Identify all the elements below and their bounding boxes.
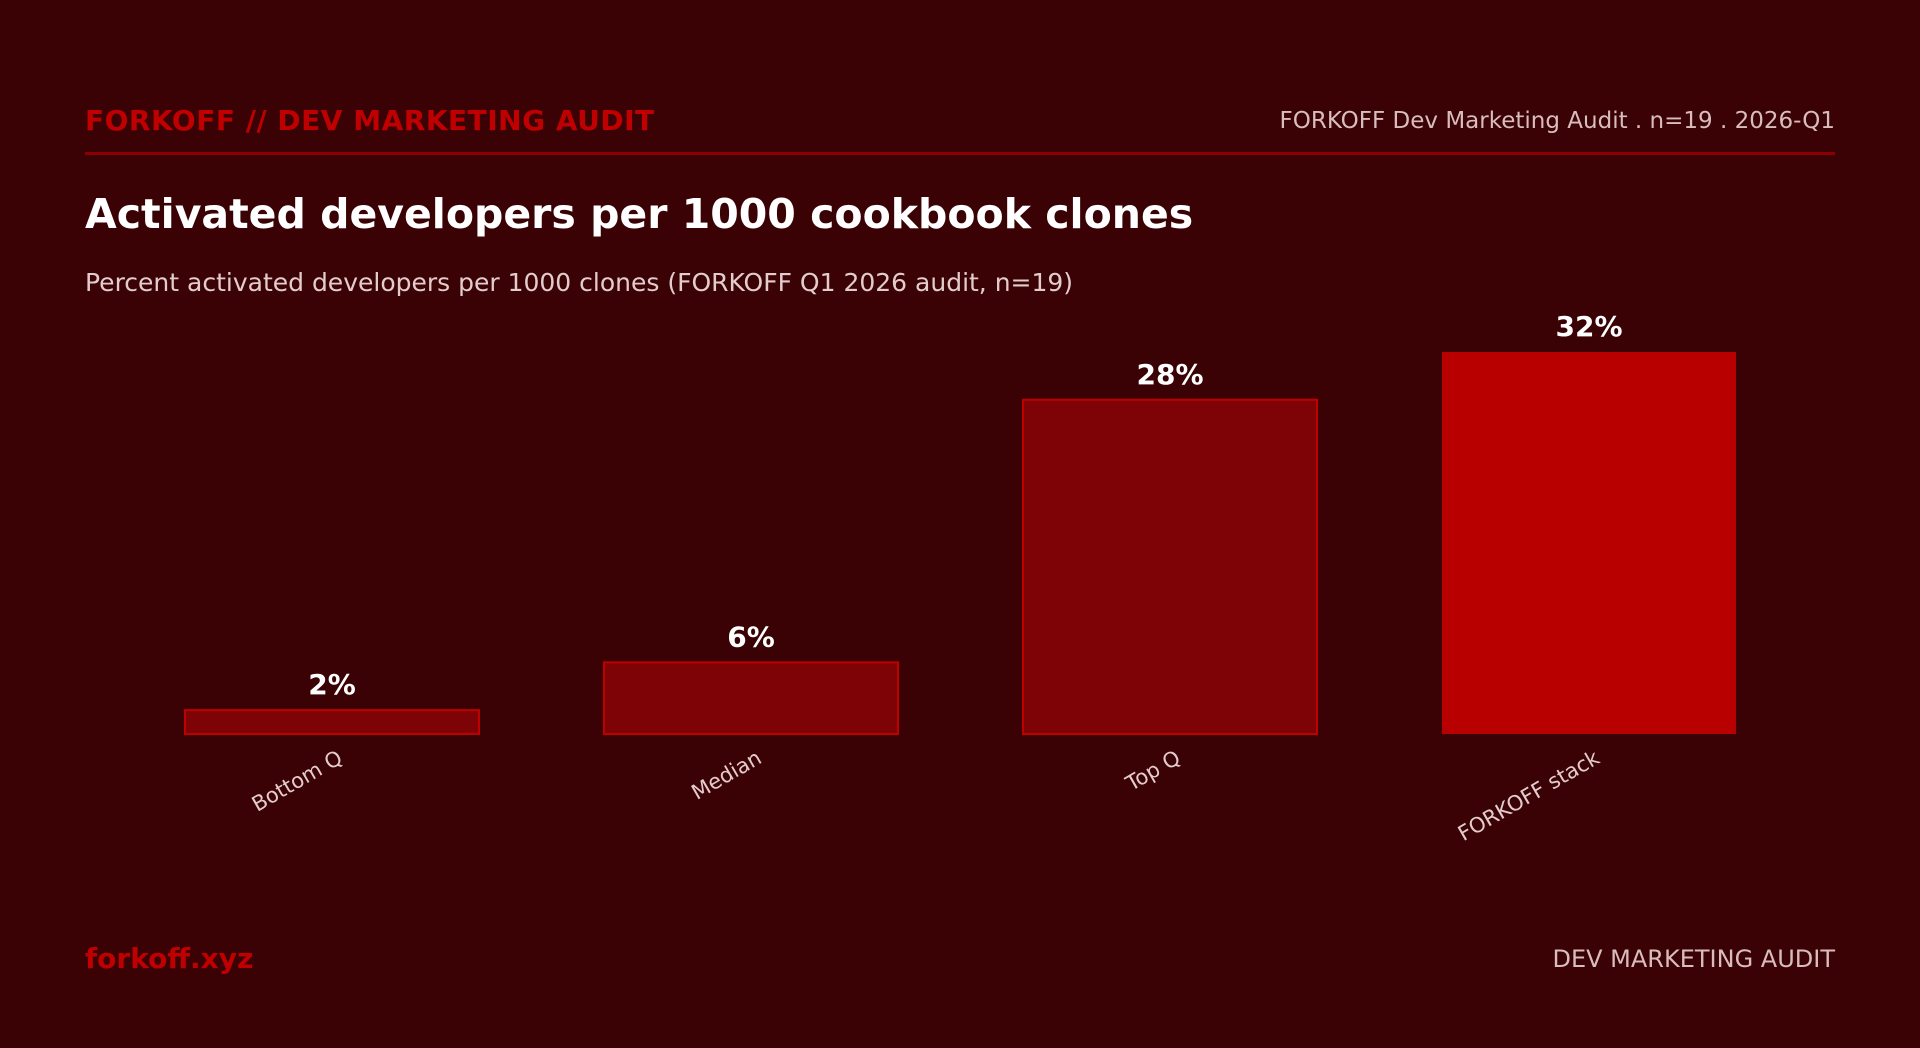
category-label-bottom-q: Bottom Q — [248, 746, 347, 817]
bar-bottom-q — [184, 709, 480, 735]
value-label-top-q: 28% — [1136, 358, 1203, 391]
chart-subtitle: Percent activated developers per 1000 cl… — [85, 268, 1074, 297]
value-labels-group: 2% 6% 28% 32% — [308, 310, 1622, 701]
header-brand: FORKOFF // DEV MARKETING AUDIT — [85, 104, 655, 137]
chart-title: Activated developers per 1000 cookbook c… — [85, 190, 1194, 238]
value-label-forkoff-stack: 32% — [1555, 310, 1622, 343]
category-label-forkoff-stack: FORKOFF stack — [1454, 745, 1604, 846]
bar-median — [603, 661, 899, 735]
category-labels-group: Bottom Q Median Top Q FORKOFF stack — [248, 745, 1605, 846]
footer-brand: forkoff.xyz — [85, 942, 254, 975]
header-divider — [85, 152, 1835, 155]
value-label-bottom-q: 2% — [308, 668, 356, 701]
header-meta: FORKOFF Dev Marketing Audit . n=19 . 202… — [1279, 108, 1835, 134]
bar-forkoff-stack — [1442, 352, 1736, 734]
footer-label: DEV MARKETING AUDIT — [1552, 945, 1835, 973]
category-label-top-q: Top Q — [1121, 746, 1185, 797]
category-label-median: Median — [687, 746, 765, 805]
bar-top-q — [1022, 398, 1318, 735]
bars-group — [184, 352, 1736, 735]
value-label-median: 6% — [727, 620, 775, 653]
